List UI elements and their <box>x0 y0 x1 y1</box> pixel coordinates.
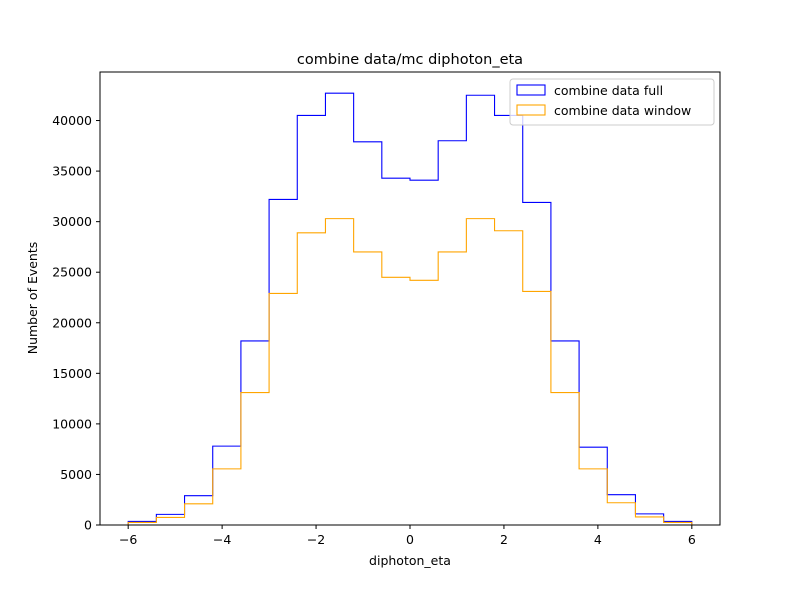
y-tick-label: 30000 <box>52 214 92 229</box>
x-tick-label: −2 <box>307 532 325 547</box>
y-tick-label: 0 <box>84 518 92 533</box>
legend-box <box>509 78 715 126</box>
x-tick-label: 2 <box>500 532 508 547</box>
y-tick-label: 40000 <box>52 113 92 128</box>
y-tick-label: 10000 <box>52 416 92 431</box>
series-layer <box>127 92 693 525</box>
legend-label: combine data window <box>554 103 691 118</box>
series-line-window <box>127 218 693 525</box>
y-tick-label: 15000 <box>52 366 92 381</box>
y-tick-label: 20000 <box>52 315 92 330</box>
x-axis-ticks: −6 −4 −2 0 2 4 6 <box>119 525 696 547</box>
series-line-full <box>127 92 693 525</box>
x-tick-label: −4 <box>213 532 231 547</box>
legend-swatch <box>516 104 546 116</box>
chart-title: combine data/mc diphoton_eta <box>297 52 523 68</box>
x-tick-label: 4 <box>594 532 602 547</box>
y-tick-label: 5000 <box>60 467 92 482</box>
x-tick-label: 0 <box>406 532 414 547</box>
legend-swatch <box>516 84 546 96</box>
legend: combine data full combine data window <box>509 78 715 126</box>
legend-label: combine data full <box>554 83 663 98</box>
x-tick-label: −6 <box>119 532 137 547</box>
x-axis-label: diphoton_eta <box>369 553 451 568</box>
y-tick-label: 35000 <box>52 164 92 179</box>
y-axis-label: Number of Events <box>25 242 40 355</box>
x-tick-label: 6 <box>688 532 696 547</box>
y-tick-label: 25000 <box>52 265 92 280</box>
y-axis-ticks: 0 5000 10000 15000 20000 25000 30000 35000 40000 <box>52 113 100 533</box>
